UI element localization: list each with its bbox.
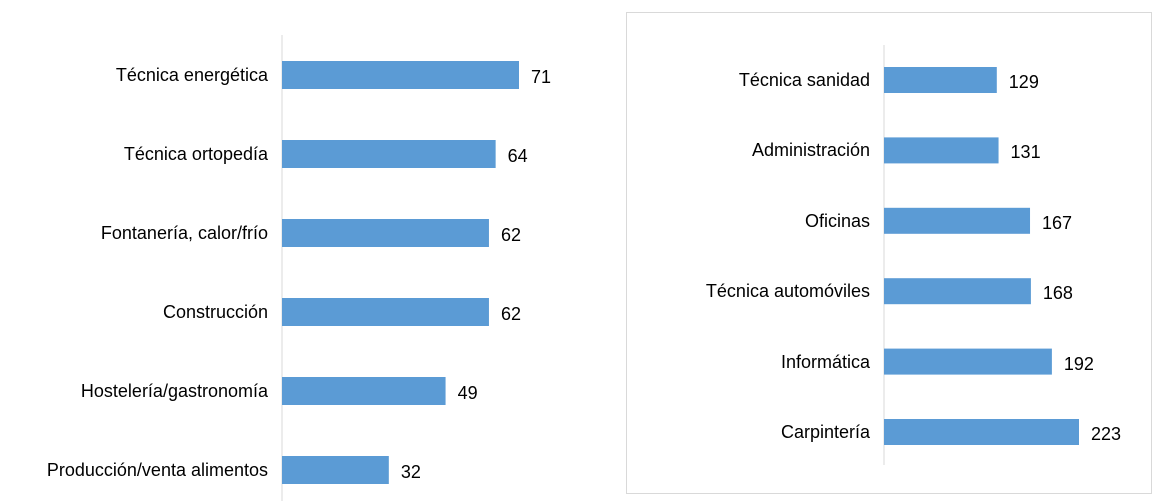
bar	[282, 140, 496, 168]
value-label: 167	[1042, 212, 1073, 233]
value-label: 131	[1010, 142, 1041, 163]
category-label: Técnica automóviles	[705, 281, 870, 302]
value-label: 62	[500, 304, 521, 324]
value-label: 168	[1042, 283, 1073, 304]
chart-border	[626, 12, 1152, 494]
bar	[884, 207, 1031, 234]
category-label: Fontanería, calor/frío	[100, 223, 268, 243]
value-label: 64	[507, 146, 528, 166]
category-label: Producción/venta alimentos	[46, 460, 268, 480]
bar	[884, 348, 1052, 375]
bar	[884, 278, 1031, 305]
category-label: Hostelería/gastronomía	[80, 381, 268, 401]
category-label: Técnica ortopedía	[123, 144, 268, 164]
bar	[884, 419, 1079, 445]
category-label: Técnica sanidad	[738, 70, 870, 90]
bar	[884, 67, 997, 93]
category-label: Carpintería	[780, 422, 870, 442]
value-label: 62	[500, 225, 521, 245]
value-label: 129	[1008, 72, 1039, 92]
bar	[282, 456, 389, 484]
category-label: Informática	[780, 351, 870, 372]
bar	[282, 298, 489, 326]
value-label: 71	[531, 67, 552, 87]
value-label: 49	[457, 383, 478, 403]
category-label: Oficinas	[804, 210, 870, 231]
value-label: 32	[400, 462, 421, 482]
value-label: 192	[1063, 353, 1094, 374]
bar	[282, 61, 519, 89]
bar	[282, 377, 446, 405]
bar	[884, 137, 999, 164]
category-label: Técnica energética	[115, 65, 268, 85]
bar	[282, 219, 489, 247]
value-label: 223	[1091, 424, 1122, 444]
category-label: Construcción	[162, 302, 268, 322]
category-label: Administración	[751, 140, 870, 161]
